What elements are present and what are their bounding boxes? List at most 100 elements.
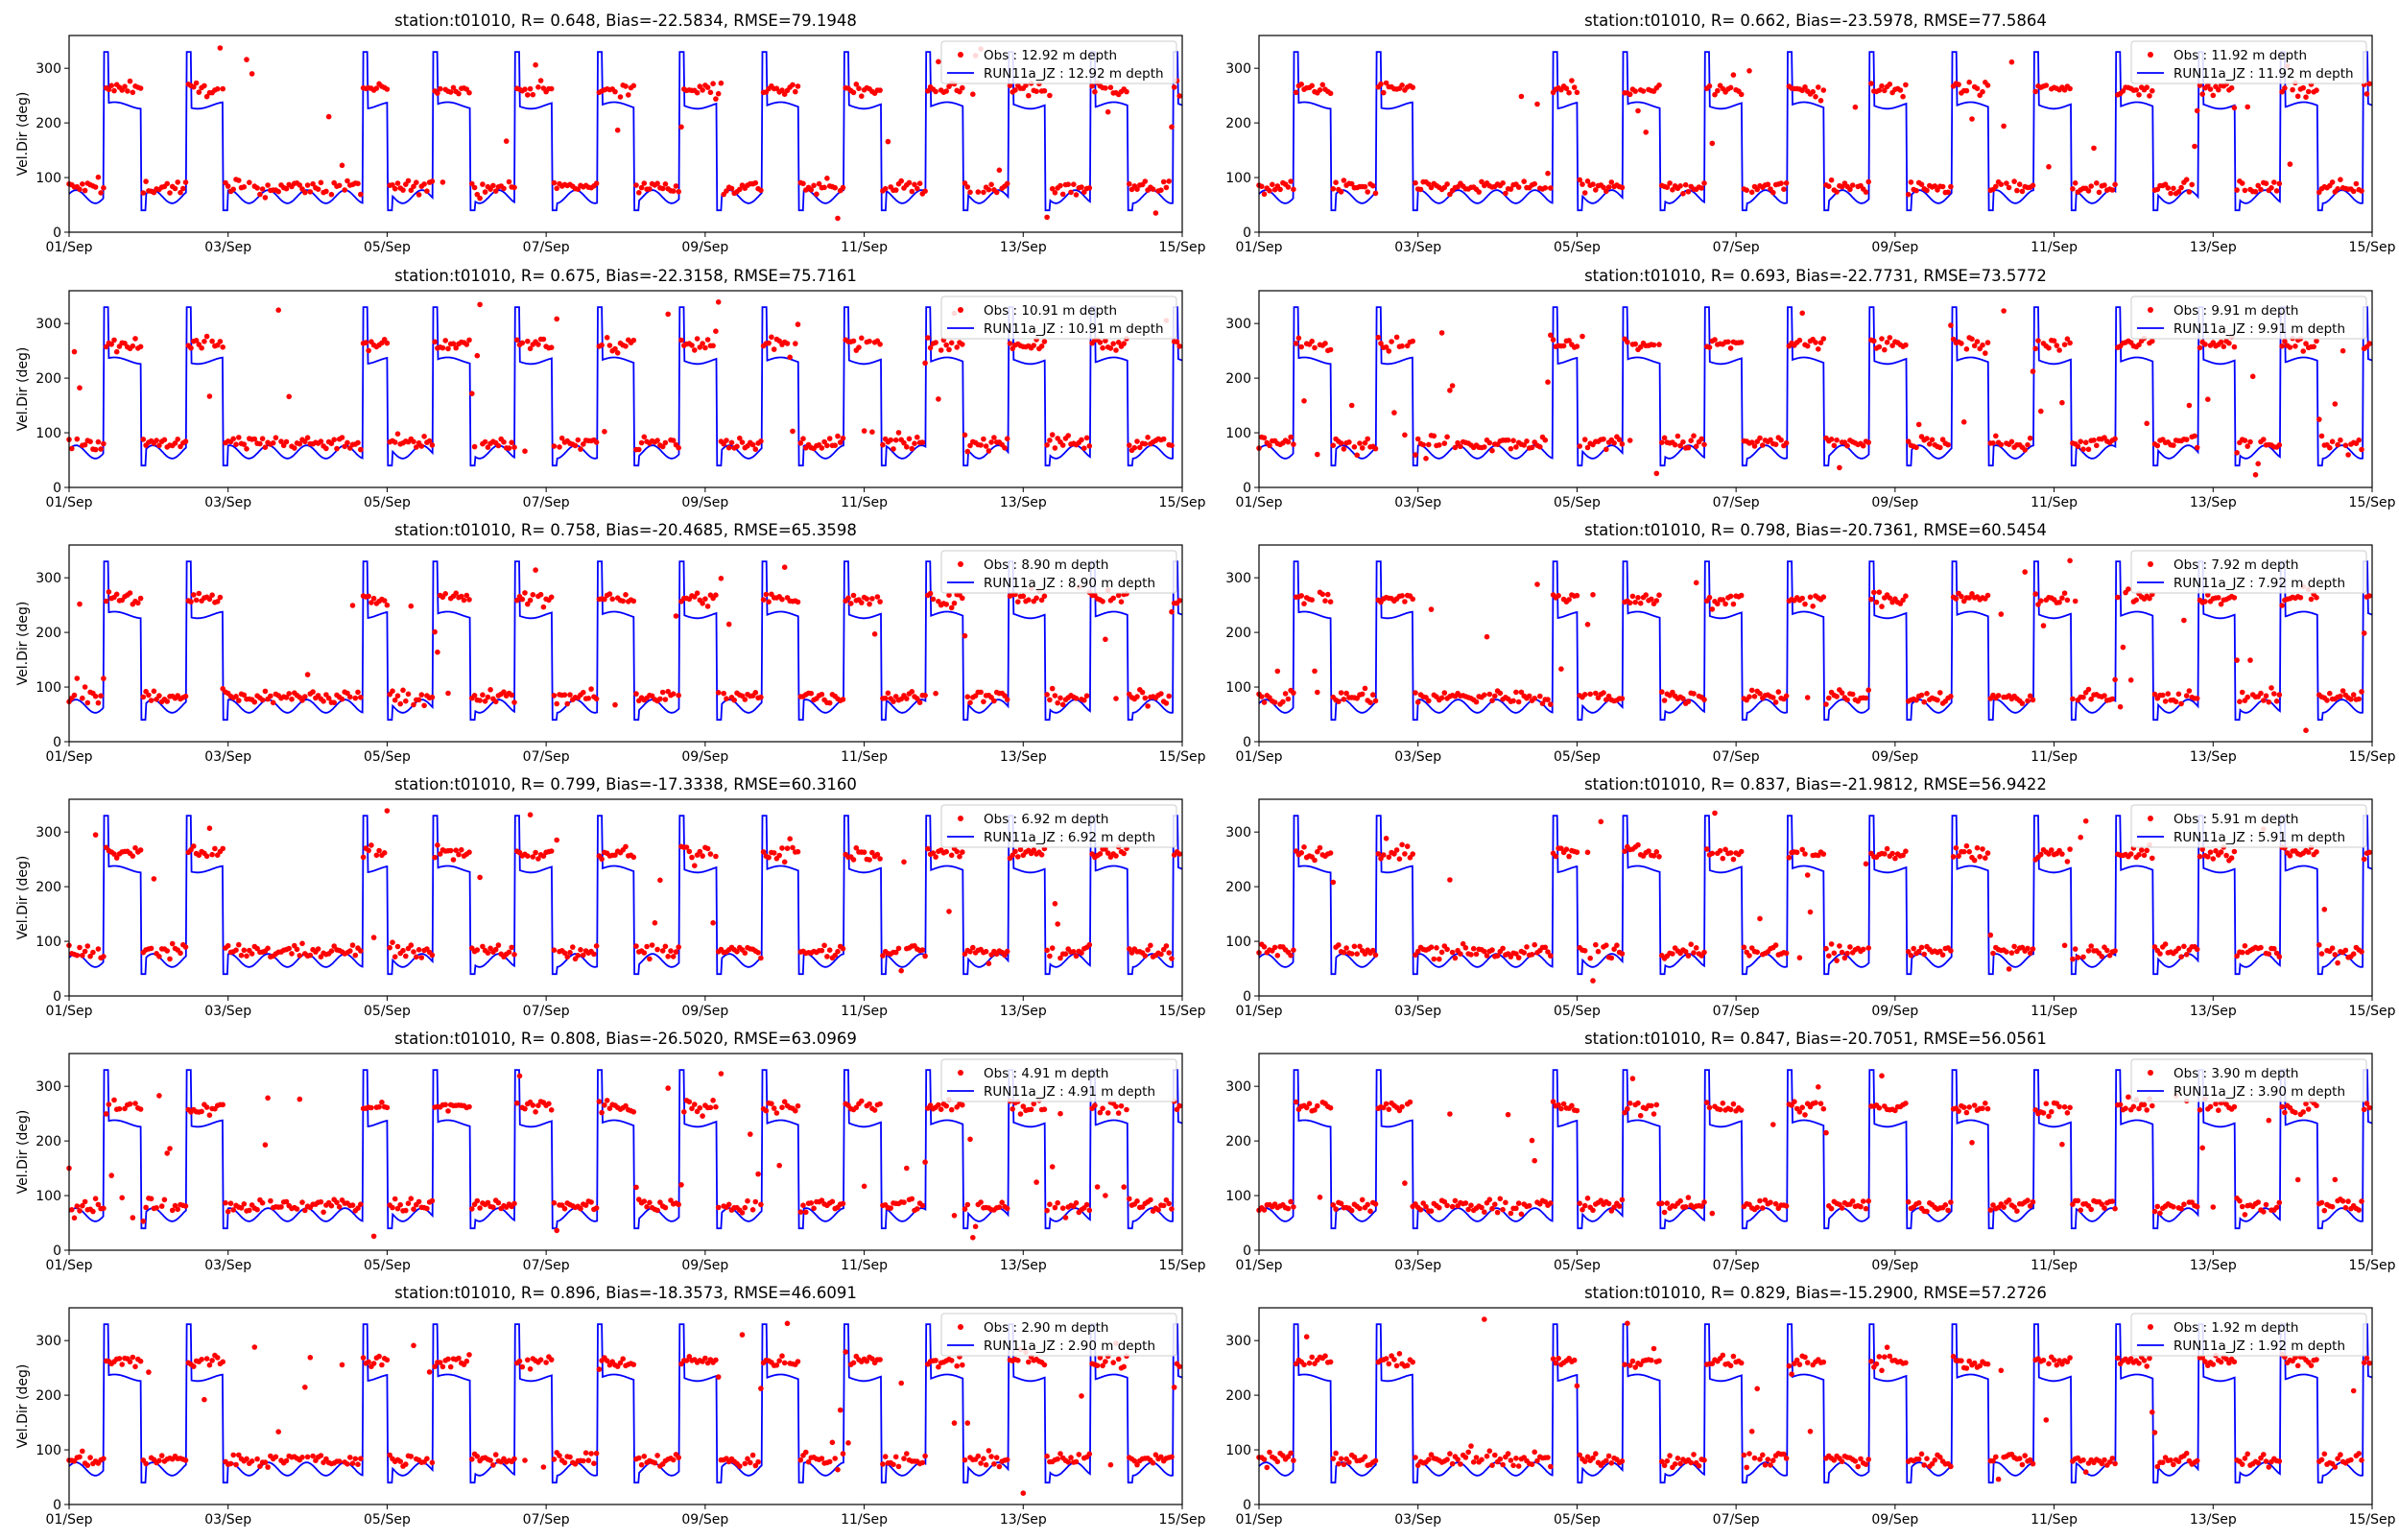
obs-point — [1606, 184, 1612, 190]
obs-point — [862, 1184, 867, 1190]
obs-point — [1132, 445, 1138, 451]
obs-point — [1399, 593, 1405, 599]
obs-point — [1042, 88, 1048, 94]
obs-point — [2261, 1209, 2267, 1215]
obs-point — [1508, 446, 1514, 452]
obs-point — [456, 1356, 462, 1362]
obs-point — [411, 702, 416, 708]
obs-point — [77, 187, 83, 193]
obs-point — [175, 437, 180, 442]
obs-point — [755, 950, 761, 956]
obs-point — [162, 438, 168, 443]
obs-point — [2011, 944, 2017, 950]
obs-point — [207, 1112, 213, 1118]
obs-point — [164, 1150, 170, 1156]
obs-point — [1482, 444, 1487, 450]
subplot-3: station:t01010, R= 0.675, Bias=-22.3158,… — [15, 267, 1206, 510]
y-tick-label: 100 — [1225, 935, 1251, 950]
y-tick-label: 200 — [1225, 880, 1251, 895]
obs-point — [334, 446, 340, 452]
obs-point — [1821, 594, 1827, 600]
x-tick-label: 01/Sep — [1236, 495, 1283, 510]
obs-point — [440, 345, 446, 351]
obs-point — [1911, 946, 1916, 952]
obs-point — [1288, 178, 1294, 184]
obs-point — [2184, 437, 2190, 442]
obs-point — [960, 1362, 965, 1368]
obs-point — [753, 1199, 759, 1205]
obs-point — [1280, 699, 1286, 705]
obs-point — [827, 436, 833, 441]
obs-point — [1521, 950, 1527, 956]
obs-point — [138, 847, 144, 853]
obs-point — [483, 189, 488, 195]
obs-point — [358, 695, 364, 700]
obs-point — [1882, 347, 1888, 353]
obs-point — [1124, 89, 1129, 95]
obs-point — [466, 1352, 472, 1358]
x-tick-label: 09/Sep — [681, 749, 728, 765]
x-tick-label: 09/Sep — [681, 1258, 728, 1273]
obs-point — [1158, 952, 1164, 958]
obs-point — [796, 83, 801, 89]
obs-point — [1113, 1103, 1119, 1109]
obs-point — [1399, 1104, 1405, 1110]
obs-point — [1286, 184, 1292, 190]
obs-point — [830, 1199, 836, 1205]
obs-point — [525, 92, 531, 98]
x-tick-label: 11/Sep — [2031, 1258, 2078, 1273]
obs-point — [376, 1354, 382, 1360]
obs-point — [2314, 595, 2319, 601]
obs-point — [1643, 592, 1649, 598]
obs-point — [2300, 1109, 2306, 1115]
legend-obs-label: Obs : 6.92 m depth — [984, 812, 1108, 827]
obs-point — [1956, 82, 1961, 87]
obs-point — [371, 1234, 377, 1240]
obs-point — [522, 590, 528, 596]
obs-point — [275, 307, 281, 313]
legend-model-label: RUN11a_JZ : 6.92 m depth — [984, 830, 1155, 845]
y-axis-label: Vel.Dir (deg) — [15, 347, 31, 432]
obs-point — [2314, 1103, 2319, 1109]
obs-point — [1784, 440, 1790, 446]
obs-point — [2208, 1104, 2214, 1110]
obs-point — [886, 139, 891, 145]
obs-point — [533, 1109, 538, 1115]
obs-point — [366, 348, 371, 354]
obs-point — [1498, 691, 1504, 697]
obs-point — [676, 693, 681, 699]
obs-point — [2102, 693, 2107, 699]
obs-point — [2065, 859, 2071, 865]
obs-point — [1145, 703, 1151, 709]
obs-point — [477, 1205, 483, 1211]
obs-point — [191, 592, 197, 598]
y-axis-label: Vel.Dir (deg) — [15, 1110, 31, 1195]
obs-point — [811, 183, 817, 189]
obs-point — [226, 183, 231, 189]
obs-point — [2267, 699, 2272, 705]
obs-point — [414, 955, 419, 960]
obs-point — [1909, 953, 1914, 959]
obs-point — [835, 434, 841, 439]
obs-point — [1373, 191, 1379, 197]
obs-point — [138, 596, 144, 602]
obs-point — [1651, 1111, 1657, 1117]
obs-point — [249, 951, 255, 957]
obs-point — [758, 188, 764, 194]
obs-point — [305, 672, 311, 677]
obs-point — [1630, 594, 1636, 600]
obs-point — [809, 1200, 815, 1206]
obs-point — [997, 1464, 1003, 1470]
obs-point — [475, 353, 481, 359]
obs-point — [776, 853, 782, 859]
obs-point — [1444, 181, 1450, 187]
obs-point — [631, 855, 637, 861]
obs-point — [2202, 599, 2208, 604]
obs-point — [695, 590, 701, 596]
obs-point — [1757, 436, 1763, 441]
obs-point — [1267, 443, 1272, 449]
obs-point — [1527, 1203, 1532, 1209]
obs-point — [299, 1199, 305, 1205]
obs-point — [1864, 1206, 1869, 1212]
